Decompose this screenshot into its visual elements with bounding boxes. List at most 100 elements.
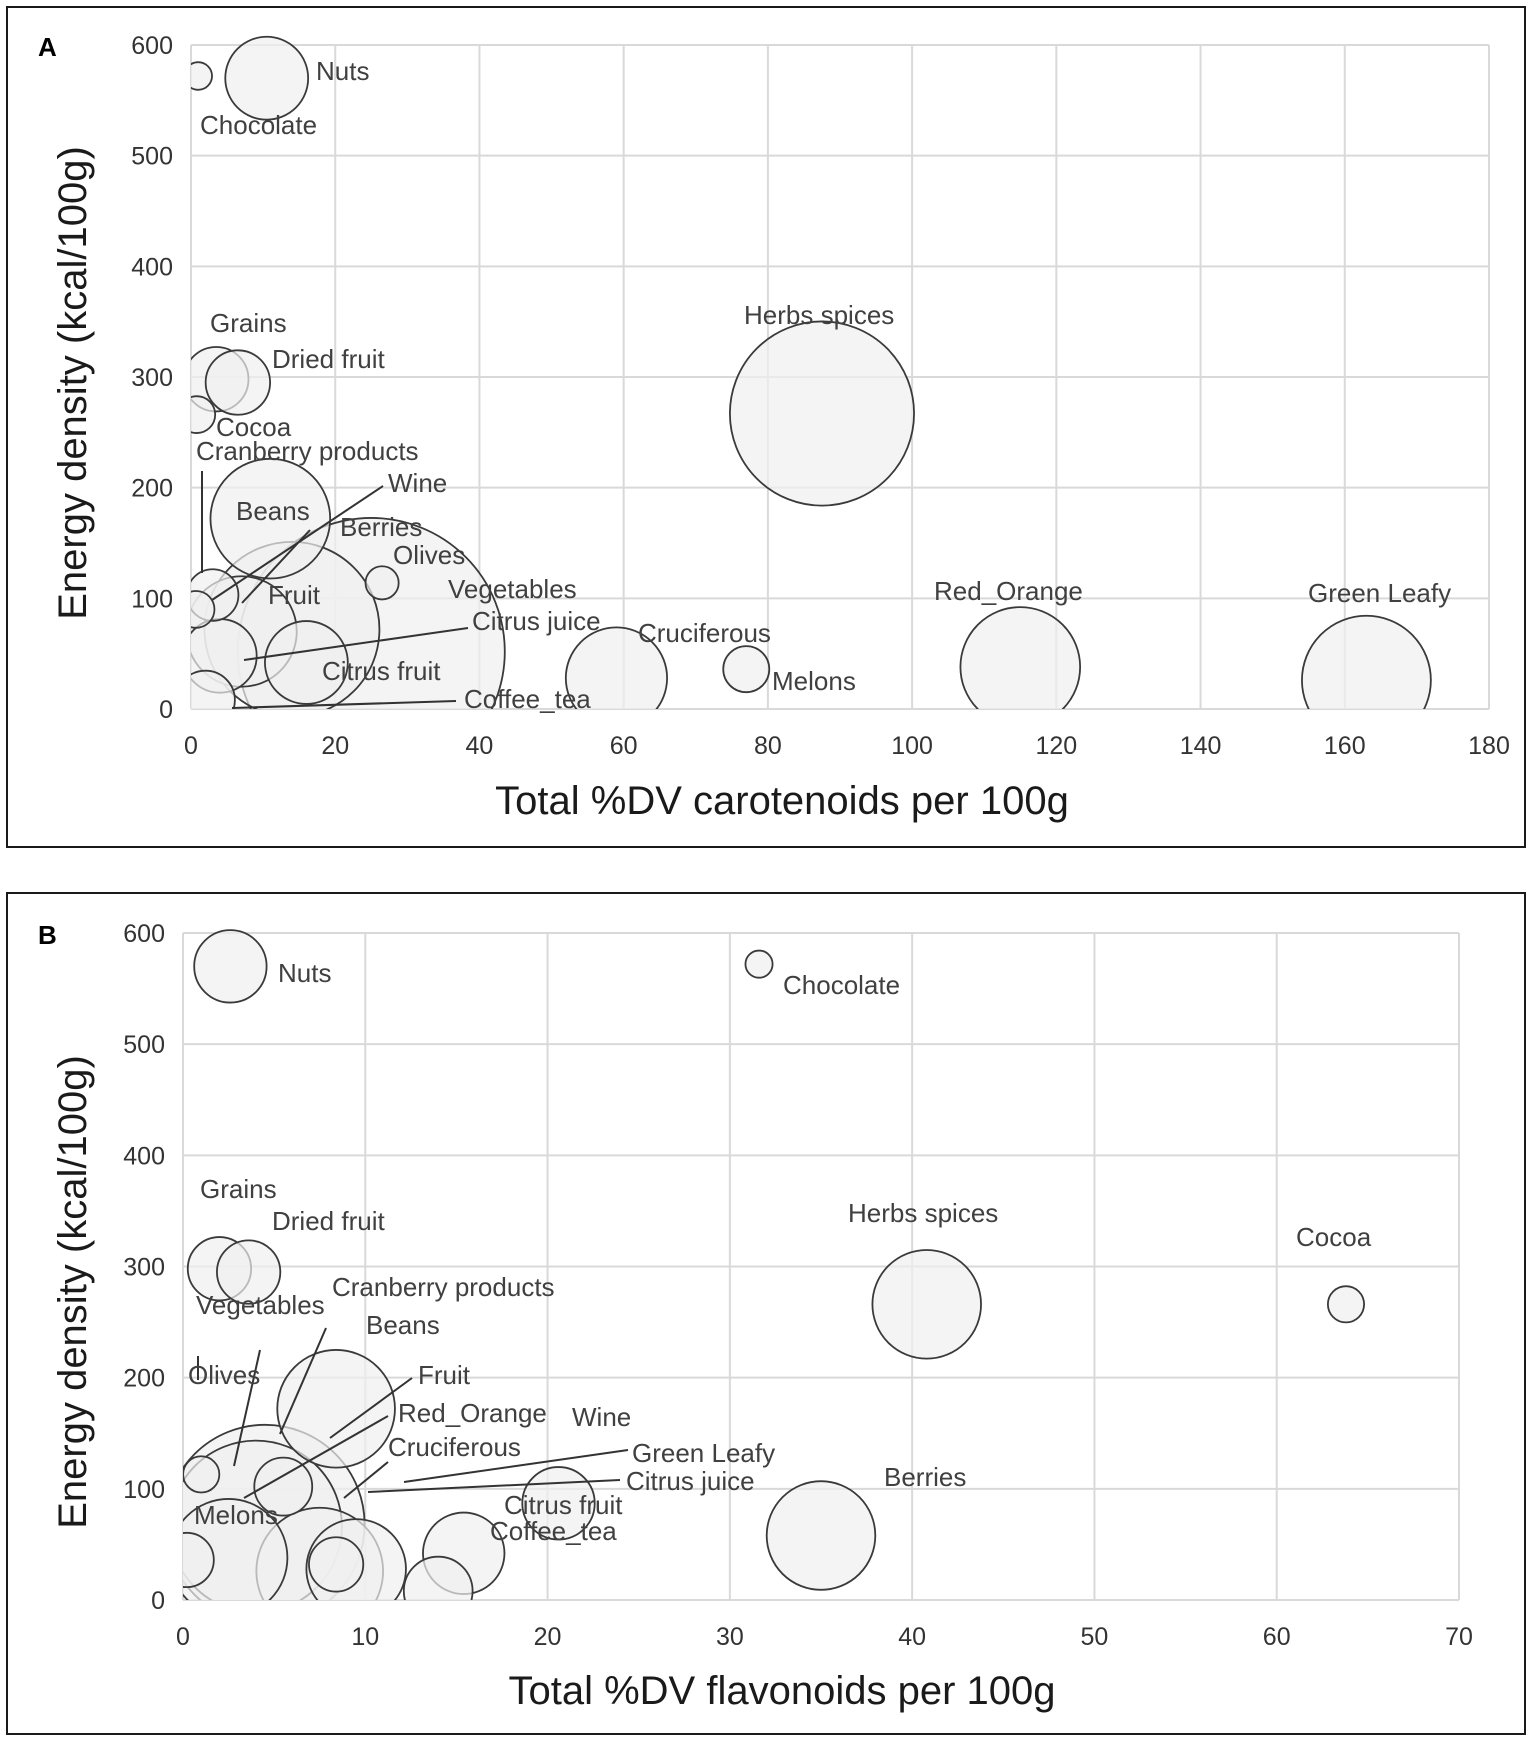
- bubble-dried-fruit: [204, 349, 272, 416]
- y-tick-label: 600: [131, 32, 173, 60]
- bubble-green-leafy: [1301, 614, 1432, 709]
- y-tick-label: 0: [159, 696, 173, 724]
- y-tick-label: 400: [131, 253, 173, 281]
- label-wine: Wine: [572, 1402, 631, 1432]
- bubble-red-orange: [959, 606, 1082, 709]
- bubble-berries: [765, 1480, 877, 1591]
- label-dried-fruit: Dried fruit: [272, 344, 385, 374]
- label-olives: Olives: [188, 1360, 260, 1390]
- label-cocoa: Cocoa: [216, 412, 292, 442]
- label-cranberry-products: Cranberry products: [196, 436, 419, 466]
- x-tick-label: 0: [184, 732, 198, 760]
- label-citrus-fruit: Citrus fruit: [504, 1490, 623, 1520]
- label-grains: Grains: [210, 308, 287, 338]
- label-coffee-tea: Coffee_tea: [490, 1516, 617, 1546]
- y-tick-label: 0: [151, 1587, 165, 1615]
- x-tick-label: 70: [1445, 1623, 1473, 1651]
- label-nuts: Nuts: [278, 958, 331, 988]
- label-berries: Berries: [884, 1462, 966, 1492]
- bubble-nuts: [224, 35, 310, 121]
- bubble-wine: [521, 1466, 596, 1541]
- x-tick-label: 30: [716, 1623, 744, 1651]
- x-tick-label: 140: [1180, 732, 1222, 760]
- bubble-olives: [364, 565, 400, 601]
- label-cruciferous: Cruciferous: [638, 618, 771, 648]
- leader-red-orange: [243, 1415, 389, 1499]
- panel-letter-a: A: [38, 32, 57, 62]
- y-tick-label: 200: [123, 1365, 165, 1393]
- bubble-herbs-spices: [871, 1249, 982, 1360]
- label-wine: Wine: [388, 468, 447, 498]
- label-cranberry-products: Cranberry products: [332, 1272, 555, 1302]
- carotenoids-bubble-chart: A 0 100 200 300 400 500 600 0 20 40 60 80 100 120 140…: [38, 32, 1510, 823]
- x-tick-label: 20: [534, 1623, 562, 1651]
- leader-cranberry-products: [279, 1327, 327, 1435]
- leader-berries: [241, 529, 311, 604]
- x-tick-label: 80: [754, 732, 782, 760]
- label-melons: Melons: [772, 666, 856, 696]
- label-dried-fruit: Dried fruit: [272, 1206, 385, 1236]
- x-tick-label: 50: [1081, 1623, 1109, 1651]
- label-citrus-juice: Citrus juice: [626, 1466, 755, 1496]
- x-tick-label: 180: [1468, 732, 1510, 760]
- x-tick-label: 160: [1324, 732, 1366, 760]
- label-nuts: Nuts: [316, 56, 369, 86]
- x-tick-label: 40: [466, 732, 494, 760]
- flavonoids-bubble-chart: B 0 100 200 300 400 500 600 0 10 20 30 40 50 60 70 Nu…: [38, 920, 1473, 1713]
- bubble-coffee-tea: [402, 1555, 474, 1600]
- bubble-herbs-spices: [728, 320, 915, 507]
- panel-letter-b: B: [38, 920, 57, 950]
- x-tick-label: 100: [891, 732, 933, 760]
- bubble-cranberry-products: [191, 590, 216, 629]
- x-axis-title: Total %DV carotenoids per 100g: [495, 779, 1069, 823]
- x-tick-label: 40: [898, 1623, 926, 1651]
- label-green-leafy: Green Leafy: [632, 1438, 775, 1468]
- y-tick-label: 600: [123, 920, 165, 948]
- y-axis-title: Energy density (kcal/100g): [51, 1055, 95, 1529]
- x-tick-label: 20: [321, 732, 349, 760]
- y-tick-label: 500: [131, 143, 173, 171]
- bubble-melons: [722, 645, 771, 694]
- label-chocolate: Chocolate: [200, 110, 317, 140]
- label-vegetables: Vegetables: [448, 574, 577, 604]
- y-tick-label: 500: [123, 1031, 165, 1059]
- bubble-beans: [276, 1349, 396, 1469]
- label-melons: Melons: [194, 1500, 278, 1530]
- label-citrus-juice: Citrus juice: [472, 606, 601, 636]
- y-tick-label: 200: [131, 475, 173, 503]
- bubble-cocoa: [191, 395, 217, 434]
- y-tick-label: 100: [131, 585, 173, 613]
- bubble-citrus-fruit: [264, 620, 349, 705]
- panel-a: A 0 100 200 300 400 500 600 0 20 40 60 80 100 120 140…: [6, 6, 1526, 848]
- bubble-olives: [183, 1455, 221, 1494]
- label-fruit: Fruit: [268, 580, 321, 610]
- x-tick-label: 60: [610, 732, 638, 760]
- label-coffee-tea: Coffee_tea: [464, 684, 591, 714]
- bubble-coffee-tea: [191, 669, 236, 709]
- label-cocoa: Cocoa: [1296, 1222, 1372, 1252]
- label-fruit: Fruit: [418, 1360, 471, 1390]
- label-citrus-fruit: Citrus fruit: [322, 656, 441, 686]
- label-red-orange: Red_Orange: [934, 576, 1083, 606]
- bubble-chocolate: [191, 61, 213, 91]
- label-chocolate: Chocolate: [783, 970, 900, 1000]
- bubble-nuts: [193, 929, 268, 1004]
- label-green-leafy: Green Leafy: [1308, 578, 1451, 608]
- x-tick-label: 120: [1035, 732, 1077, 760]
- bubble-melons: [183, 1531, 215, 1589]
- x-tick-label: 10: [351, 1623, 379, 1651]
- bubble-beans: [209, 457, 332, 580]
- bubble-cocoa: [1326, 1285, 1365, 1324]
- label-grains: Grains: [200, 1174, 277, 1204]
- bubble-citrus-juice: [308, 1536, 365, 1593]
- y-tick-label: 300: [131, 364, 173, 392]
- y-axis-title: Energy density (kcal/100g): [51, 146, 95, 620]
- y-tick-label: 400: [123, 1142, 165, 1170]
- leader-citrus-juice: [243, 627, 469, 661]
- label-cruciferous: Cruciferous: [388, 1432, 521, 1462]
- leader-green-leafy: [403, 1449, 629, 1483]
- bubble-chocolate: [744, 949, 774, 979]
- x-tick-label: 60: [1263, 1623, 1291, 1651]
- leader-coffee-tea: [231, 700, 457, 709]
- y-tick-label: 100: [123, 1476, 165, 1504]
